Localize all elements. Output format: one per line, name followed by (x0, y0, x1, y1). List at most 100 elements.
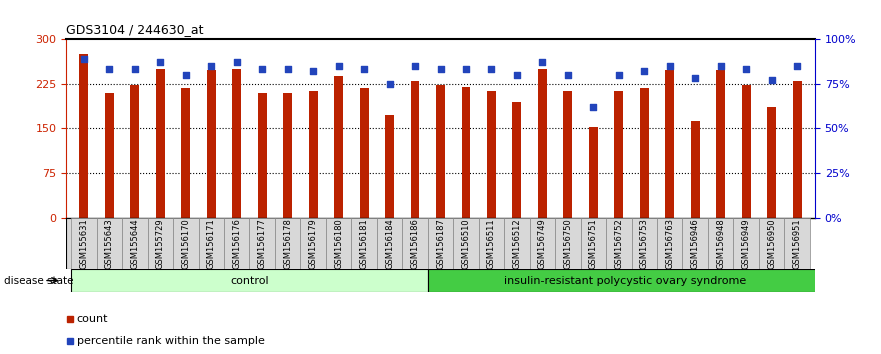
Text: GSM156951: GSM156951 (793, 218, 802, 269)
Bar (436, 85, 445, 218)
Bar (759, 218, 784, 269)
Text: GSM155644: GSM155644 (130, 218, 139, 269)
Bar (538, 69, 547, 218)
Bar (665, 70, 674, 218)
Bar (359, 88, 368, 218)
Bar (513, 102, 522, 218)
Bar (173, 218, 198, 269)
Point (459, 67, 473, 72)
Bar (300, 218, 326, 269)
Text: GSM156752: GSM156752 (614, 218, 623, 269)
Bar (606, 218, 632, 269)
Bar (767, 108, 776, 218)
Bar (411, 81, 419, 218)
Point (688, 75, 702, 81)
Point (637, 68, 651, 74)
Point (739, 67, 753, 72)
Bar (207, 70, 216, 218)
Bar (742, 85, 751, 218)
Bar (555, 218, 581, 269)
Bar (258, 93, 267, 218)
Point (77, 56, 91, 62)
Bar (79, 54, 88, 218)
Bar (708, 218, 733, 269)
Text: GSM156948: GSM156948 (716, 218, 725, 269)
Bar (614, 91, 623, 218)
Text: insulin-resistant polycystic ovary syndrome: insulin-resistant polycystic ovary syndr… (504, 275, 746, 286)
Bar (428, 218, 453, 269)
Point (790, 63, 804, 69)
Point (255, 67, 270, 72)
Bar (563, 91, 573, 218)
Text: control: control (230, 275, 269, 286)
Bar (377, 218, 403, 269)
Bar (733, 218, 759, 269)
Bar (308, 91, 318, 218)
Bar (716, 70, 725, 218)
Bar (691, 121, 700, 218)
Bar (97, 218, 122, 269)
Text: GSM156187: GSM156187 (436, 218, 445, 269)
Bar (683, 218, 708, 269)
Point (357, 67, 371, 72)
Point (714, 63, 728, 69)
Point (128, 67, 142, 72)
Bar (352, 218, 377, 269)
Bar (657, 218, 683, 269)
Bar (71, 218, 97, 269)
Point (331, 63, 345, 69)
Text: GSM156512: GSM156512 (513, 218, 522, 269)
Bar (581, 218, 606, 269)
Point (102, 67, 116, 72)
Text: GSM156510: GSM156510 (462, 218, 470, 269)
Bar (148, 218, 173, 269)
Text: GSM156176: GSM156176 (233, 218, 241, 269)
Point (433, 67, 448, 72)
Text: percentile rank within the sample: percentile rank within the sample (77, 336, 264, 346)
Text: GSM156749: GSM156749 (538, 218, 547, 269)
Bar (529, 218, 555, 269)
Text: GSM156946: GSM156946 (691, 218, 700, 269)
Point (765, 77, 779, 83)
Bar (249, 218, 275, 269)
Bar (478, 218, 504, 269)
Point (663, 63, 677, 69)
Point (153, 59, 167, 65)
Text: GSM156511: GSM156511 (487, 218, 496, 269)
Text: GSM156751: GSM156751 (589, 218, 598, 269)
Point (586, 104, 600, 110)
Point (611, 72, 626, 78)
Text: GSM156170: GSM156170 (181, 218, 190, 269)
Point (281, 67, 295, 72)
Point (536, 59, 550, 65)
Bar (275, 218, 300, 269)
Text: GSM155631: GSM155631 (79, 218, 88, 269)
Point (306, 68, 320, 74)
Point (561, 72, 575, 78)
Text: GSM156177: GSM156177 (258, 218, 267, 269)
Point (408, 63, 422, 69)
Point (179, 72, 193, 78)
Bar (385, 115, 394, 218)
Bar (71, 269, 428, 292)
Point (485, 67, 499, 72)
Point (510, 72, 524, 78)
Bar (105, 93, 114, 218)
Bar (283, 93, 292, 218)
Bar (326, 218, 352, 269)
Text: GSM156950: GSM156950 (767, 218, 776, 269)
Bar (224, 218, 249, 269)
Text: GSM156180: GSM156180 (334, 218, 343, 269)
Text: count: count (77, 314, 108, 325)
Point (204, 63, 218, 69)
Point (382, 81, 396, 86)
Bar (334, 76, 343, 218)
Bar (487, 91, 496, 218)
Bar (156, 69, 165, 218)
Text: GDS3104 / 244630_at: GDS3104 / 244630_at (66, 23, 204, 36)
Bar (181, 88, 190, 218)
Bar (130, 85, 139, 218)
Bar (198, 218, 224, 269)
Bar (640, 88, 648, 218)
Text: GSM156750: GSM156750 (563, 218, 573, 269)
